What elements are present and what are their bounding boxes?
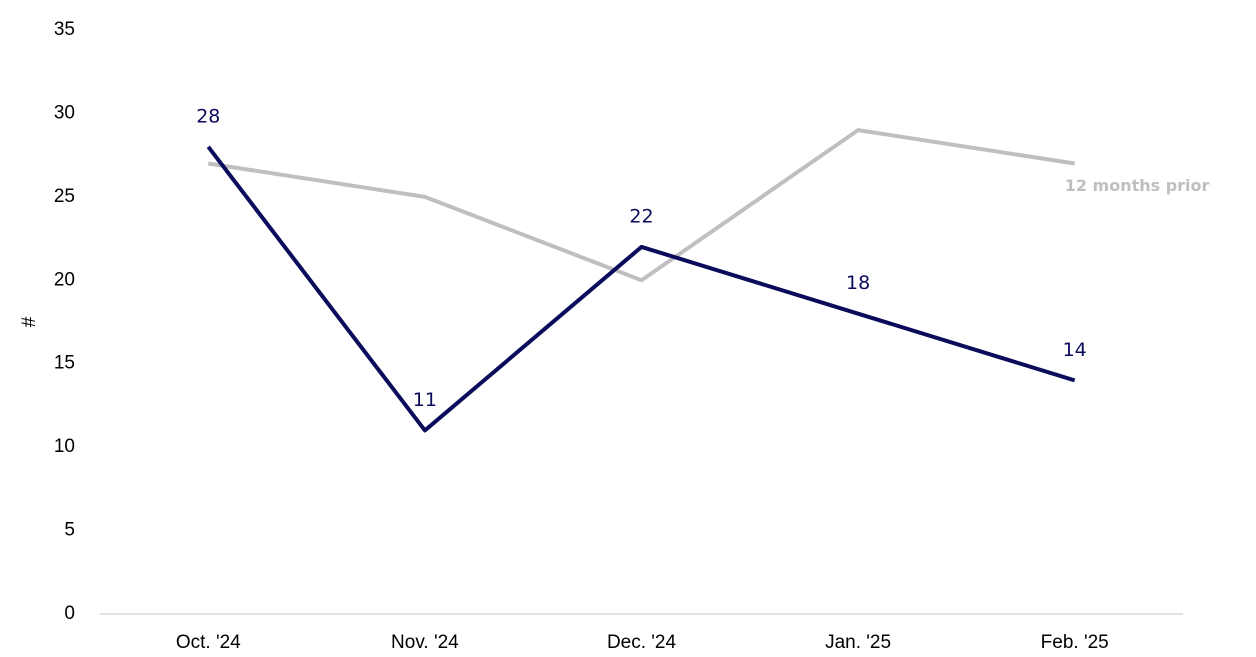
y-tick-label: 0 bbox=[64, 603, 75, 624]
y-tick-label: 5 bbox=[64, 520, 75, 541]
x-tick-label: Feb. '25 bbox=[1041, 632, 1109, 653]
y-tick-label: 15 bbox=[54, 353, 75, 374]
y-tick-label: 35 bbox=[54, 19, 75, 40]
legend-label: 12 months prior bbox=[1065, 176, 1210, 195]
data-label: 28 bbox=[196, 105, 220, 127]
data-label: 22 bbox=[629, 205, 653, 227]
y-tick-label: 25 bbox=[54, 186, 75, 207]
x-tick-label: Dec. '24 bbox=[607, 632, 677, 653]
data-label: 14 bbox=[1063, 339, 1087, 361]
data-label: 18 bbox=[846, 272, 870, 294]
series-line bbox=[207, 128, 1076, 283]
y-tick-label: 10 bbox=[54, 436, 75, 457]
x-tick-label: Oct. '24 bbox=[176, 632, 241, 653]
data-label: 11 bbox=[413, 389, 437, 411]
y-tick-label: 30 bbox=[54, 102, 75, 123]
x-tick-label: Nov. '24 bbox=[391, 632, 459, 653]
y-axis-label: # bbox=[19, 316, 40, 327]
x-tick-label: Jan. '25 bbox=[825, 632, 891, 653]
y-tick-label: 20 bbox=[54, 269, 75, 290]
series-line bbox=[206, 145, 1076, 433]
